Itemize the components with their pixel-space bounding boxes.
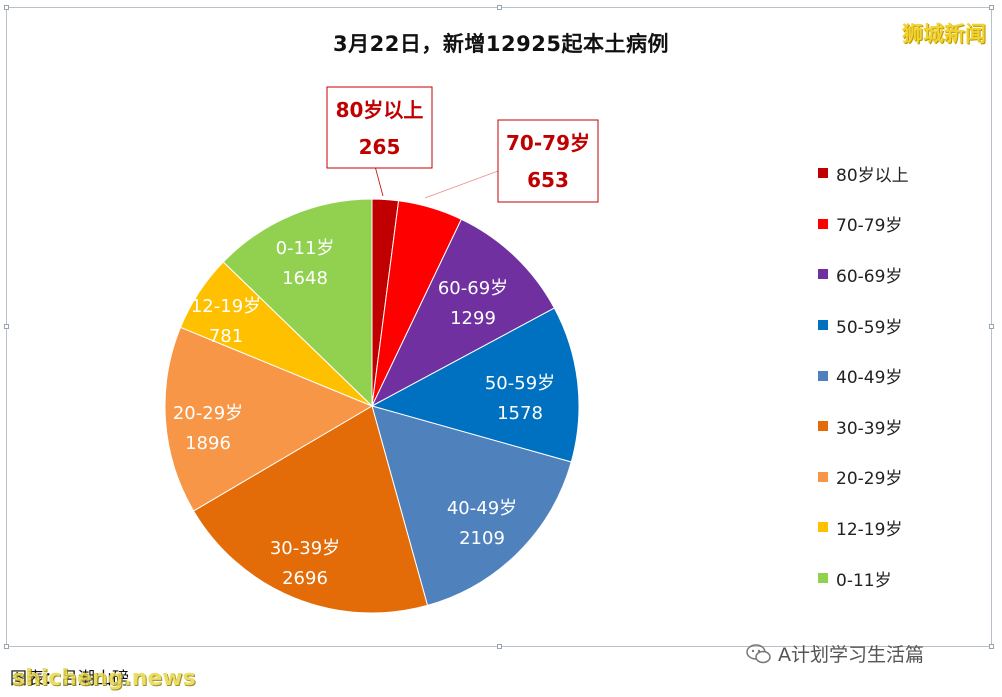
legend-item-60-69: 60-69岁 [818, 249, 909, 300]
resize-handle-bottom[interactable] [497, 644, 502, 649]
legend-label: 80岁以上 [836, 165, 909, 186]
legend-item-12-19: 12-19岁 [818, 502, 909, 553]
source-note: 图表：吕潮山磅 [10, 669, 129, 689]
slice-label-60-69: 60-69岁 [438, 278, 508, 299]
legend-label: 30-39岁 [836, 418, 903, 439]
slice-value-30-39: 2696 [282, 568, 328, 589]
legend-swatch [818, 573, 828, 584]
account-badge: A计划学习生活篇 [746, 640, 924, 667]
callout-label-80-plus: 80岁以上 [336, 98, 424, 122]
slice-label-40-49: 40-49岁 [447, 498, 517, 519]
site-watermark: shicheng.news [12, 666, 196, 691]
callout-label-70-79: 70-79岁 [506, 131, 590, 155]
legend-label: 60-69岁 [836, 266, 903, 287]
legend-swatch [818, 370, 828, 381]
legend-label: 12-19岁 [836, 519, 903, 540]
resize-handle-bottom-right[interactable] [989, 644, 994, 649]
legend-label: 40-49岁 [836, 368, 903, 389]
slice-label-20-29: 20-29岁 [173, 403, 243, 424]
slice-label-12-19: 12-19岁 [191, 296, 261, 317]
legend-label: 70-79岁 [836, 216, 903, 237]
callout-leader-80-plus [375, 167, 384, 197]
resize-handle-left[interactable] [4, 324, 9, 329]
pie-slice-30-39 [192, 405, 429, 614]
account-name: A计划学习生活篇 [778, 644, 924, 666]
legend-item-0-11: 0-11岁 [818, 553, 909, 604]
resize-handle-top-left[interactable] [4, 5, 9, 10]
pie-slice-0-11 [222, 198, 373, 408]
slice-value-50-59: 1578 [497, 403, 543, 424]
legend-item-30-39: 30-39岁 [818, 401, 909, 452]
legend-item-50-59: 50-59岁 [818, 300, 909, 351]
resize-handle-right[interactable] [989, 324, 994, 329]
chart-legend: 80岁以上 70-79岁 60-69岁 50-59岁 40-49岁 30-39岁 20-29… [818, 148, 909, 603]
slice-label-50-59: 50-59岁 [485, 373, 555, 394]
slice-label-30-39: 30-39岁 [270, 538, 340, 559]
legend-item-40-49: 40-49岁 [818, 350, 909, 401]
legend-swatch [818, 269, 828, 280]
legend-swatch [818, 168, 828, 179]
resize-handle-top[interactable] [497, 5, 502, 10]
slice-value-60-69: 1299 [450, 308, 496, 329]
brand-logo: 狮城新闻 [902, 22, 986, 46]
legend-swatch [818, 471, 828, 482]
callout-box-70-79 [497, 119, 599, 203]
callout-box-80-plus [326, 86, 433, 169]
legend-swatch [818, 320, 828, 331]
slice-label-0-11: 0-11岁 [276, 238, 335, 259]
legend-label: 0-11岁 [836, 570, 892, 591]
pie-slice-20-29 [164, 326, 374, 512]
legend-swatch [818, 522, 828, 533]
resize-handle-top-right[interactable] [989, 5, 994, 10]
wechat-icon [746, 643, 771, 663]
legend-label: 20-29岁 [836, 469, 903, 490]
slice-value-0-11: 1648 [282, 268, 328, 289]
legend-item-70-79: 70-79岁 [818, 199, 909, 250]
chart-title: 3月22日，新增12925起本土病例 [333, 32, 669, 56]
pie-slice-50-59 [370, 307, 580, 463]
pie-slice-60-69 [370, 218, 556, 408]
callout-value-80-plus: 265 [359, 135, 401, 159]
slice-value-12-19: 781 [209, 326, 243, 347]
pie-slice-40-49 [371, 405, 572, 607]
resize-handle-bottom-left[interactable] [4, 644, 9, 649]
slice-value-40-49: 2109 [459, 528, 505, 549]
legend-label: 50-59岁 [836, 317, 903, 338]
slice-value-20-29: 1896 [185, 433, 231, 454]
legend-item-80-plus: 80岁以上 [818, 148, 909, 199]
callout-value-70-79: 653 [527, 168, 569, 192]
legend-swatch [818, 218, 828, 229]
legend-swatch [818, 421, 828, 432]
callout-leader-70-79 [424, 170, 499, 199]
legend-item-20-29: 20-29岁 [818, 452, 909, 503]
